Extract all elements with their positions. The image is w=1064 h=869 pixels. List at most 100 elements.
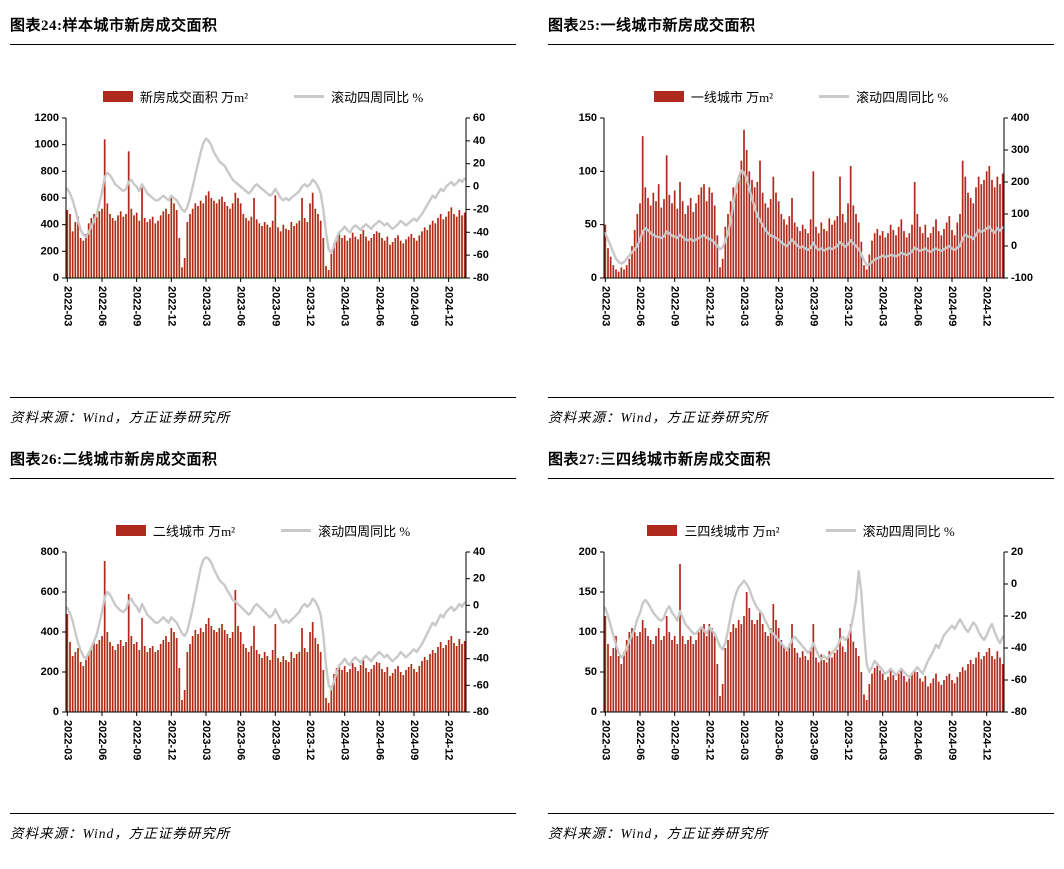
svg-text:-40: -40 xyxy=(473,653,489,665)
svg-text:2024-12: 2024-12 xyxy=(981,720,993,760)
chart-legend: 三四线城市 万m² 滚动四周同比 % xyxy=(629,521,972,540)
svg-text:2024-12: 2024-12 xyxy=(443,720,455,760)
svg-text:2023-09: 2023-09 xyxy=(807,720,819,760)
svg-text:20: 20 xyxy=(1011,546,1023,558)
source-divider xyxy=(10,813,516,814)
svg-text:2024-03: 2024-03 xyxy=(877,720,889,760)
line-legend-group: 滚动四周同比 % xyxy=(281,521,410,540)
svg-text:-80: -80 xyxy=(473,272,489,284)
svg-text:60: 60 xyxy=(473,112,485,124)
bar-legend-group: 二线城市 万m² xyxy=(115,521,235,540)
line-legend-swatch-icon xyxy=(819,95,850,98)
svg-text:2023-12: 2023-12 xyxy=(842,286,854,326)
svg-text:400: 400 xyxy=(41,219,59,231)
chart-block: 新房成交面积 万m² 滚动四周同比 % 0 200 400 600 800 1000 120… xyxy=(10,87,516,344)
chart-block: 三四线城市 万m² 滚动四周同比 % 0 50 100 150 200 -80 -60 -40… xyxy=(548,521,1054,778)
svg-text:-80: -80 xyxy=(473,706,489,718)
chart-plot: 0 200 400 600 800 -80 -60 -40 -20 0 20 40 2022-03 202… xyxy=(18,542,508,778)
svg-text:2024-06: 2024-06 xyxy=(373,286,385,326)
chart-legend: 二线城市 万m² 滚动四周同比 % xyxy=(98,521,428,540)
bar-legend-label: 一线城市 万m² xyxy=(690,90,774,105)
svg-text:2022-06: 2022-06 xyxy=(634,286,646,326)
svg-text:2023-03: 2023-03 xyxy=(738,720,750,760)
bar-legend-swatch-icon xyxy=(115,525,146,536)
line-legend-group: 滚动四周同比 % xyxy=(825,521,955,540)
chart-block: 一线城市 万m² 滚动四周同比 % 0 50 100 150 -100 0 100 200 30… xyxy=(548,87,1054,344)
chart-svg: 0 50 100 150 200 -80 -60 -40 -20 0 20 2022-03 2022-0… xyxy=(579,546,1027,760)
svg-text:2022-03: 2022-03 xyxy=(599,720,611,760)
source-note: 资料来源：Wind，方正证券研究所 xyxy=(10,826,231,841)
svg-text:2023-03: 2023-03 xyxy=(200,720,212,760)
line-legend-label: 滚动四周同比 % xyxy=(331,90,424,105)
line-legend-swatch-icon xyxy=(294,95,325,98)
svg-text:-20: -20 xyxy=(473,203,489,215)
svg-text:2023-06: 2023-06 xyxy=(235,720,247,760)
svg-text:40: 40 xyxy=(473,546,485,558)
svg-text:100: 100 xyxy=(579,626,597,638)
svg-text:2023-06: 2023-06 xyxy=(773,286,785,326)
svg-text:40: 40 xyxy=(473,135,485,147)
svg-text:2023-03: 2023-03 xyxy=(200,286,212,326)
svg-text:20: 20 xyxy=(473,158,485,170)
chart-plot: 0 50 100 150 200 -80 -60 -40 -20 0 20 2022-03 2022-0… xyxy=(556,542,1046,778)
line-legend-swatch-icon xyxy=(281,529,312,532)
chart-svg: 0 200 400 600 800 -80 -60 -40 -20 0 20 40 2022-03 202… xyxy=(41,546,489,760)
svg-text:-60: -60 xyxy=(473,679,489,691)
chart-panel-27: 图表27:三四线城市新房成交面积 三四线城市 万m² 滚动四周同比 % 0 50 1… xyxy=(548,442,1054,842)
svg-text:0: 0 xyxy=(591,272,597,284)
svg-text:2023-09: 2023-09 xyxy=(807,286,819,326)
svg-text:2022-03: 2022-03 xyxy=(599,286,611,326)
svg-text:2024-03: 2024-03 xyxy=(339,720,351,760)
svg-text:0: 0 xyxy=(473,181,479,193)
line-legend-group: 滚动四周同比 % xyxy=(294,87,423,106)
svg-text:2023-09: 2023-09 xyxy=(269,286,281,326)
line-legend-label: 滚动四周同比 % xyxy=(856,90,949,105)
svg-text:150: 150 xyxy=(579,112,597,124)
chart-legend: 新房成交面积 万m² 滚动四周同比 % xyxy=(85,87,441,106)
bar-legend-swatch-icon xyxy=(653,91,684,102)
svg-text:2024-03: 2024-03 xyxy=(339,286,351,326)
line-legend-label: 滚动四周同比 % xyxy=(862,524,955,539)
svg-text:100: 100 xyxy=(1011,208,1029,220)
svg-text:2022-06: 2022-06 xyxy=(96,720,108,760)
bar-legend-swatch-icon xyxy=(647,525,678,536)
source-note: 资料来源：Wind，方正证券研究所 xyxy=(548,410,769,425)
chart-panel-25: 图表25:一线城市新房成交面积 一线城市 万m² 滚动四周同比 % 0 50 100… xyxy=(548,8,1054,426)
svg-text:-20: -20 xyxy=(1011,610,1027,622)
svg-text:-40: -40 xyxy=(473,226,489,238)
svg-text:200: 200 xyxy=(1011,176,1029,188)
chart-title: 图表24:样本城市新房成交面积 xyxy=(10,8,516,45)
svg-text:0: 0 xyxy=(53,706,59,718)
svg-text:50: 50 xyxy=(585,666,597,678)
bar-legend-label: 三四线城市 万m² xyxy=(684,524,780,539)
svg-text:2024-06: 2024-06 xyxy=(911,286,923,326)
svg-text:400: 400 xyxy=(41,626,59,638)
svg-text:2022-06: 2022-06 xyxy=(96,286,108,326)
line-legend-label: 滚动四周同比 % xyxy=(318,524,411,539)
svg-text:2022-12: 2022-12 xyxy=(165,286,177,326)
svg-text:800: 800 xyxy=(41,546,59,558)
source-note: 资料来源：Wind，方正证券研究所 xyxy=(10,410,231,425)
svg-text:2023-06: 2023-06 xyxy=(773,720,785,760)
bar-legend-label: 新房成交面积 万m² xyxy=(139,90,249,105)
svg-text:2024-09: 2024-09 xyxy=(408,720,420,760)
chart-svg: 0 50 100 150 -100 0 100 200 300 400 2022-03 2022-06… xyxy=(579,112,1033,326)
chart-svg: 0 200 400 600 800 1000 1200 -80 -60 -40 -20 0 20 40 60… xyxy=(35,112,489,326)
svg-text:-80: -80 xyxy=(1011,706,1027,718)
svg-text:2024-09: 2024-09 xyxy=(408,286,420,326)
svg-text:2022-06: 2022-06 xyxy=(634,720,646,760)
svg-text:600: 600 xyxy=(41,192,59,204)
svg-text:100: 100 xyxy=(579,165,597,177)
svg-text:50: 50 xyxy=(585,219,597,231)
svg-text:2022-03: 2022-03 xyxy=(61,720,73,760)
svg-text:1000: 1000 xyxy=(35,139,59,151)
chart-title: 图表26:二线城市新房成交面积 xyxy=(10,442,516,479)
svg-text:0: 0 xyxy=(1011,240,1017,252)
bar-legend-group: 三四线城市 万m² xyxy=(647,521,780,540)
svg-text:-60: -60 xyxy=(1011,674,1027,686)
line-legend-group: 滚动四周同比 % xyxy=(819,87,948,106)
svg-text:300: 300 xyxy=(1011,144,1029,156)
charts-grid: 图表24:样本城市新房成交面积 新房成交面积 万m² 滚动四周同比 % 0 200… xyxy=(10,8,1054,842)
svg-text:2022-12: 2022-12 xyxy=(703,720,715,760)
svg-text:2023-12: 2023-12 xyxy=(304,720,316,760)
